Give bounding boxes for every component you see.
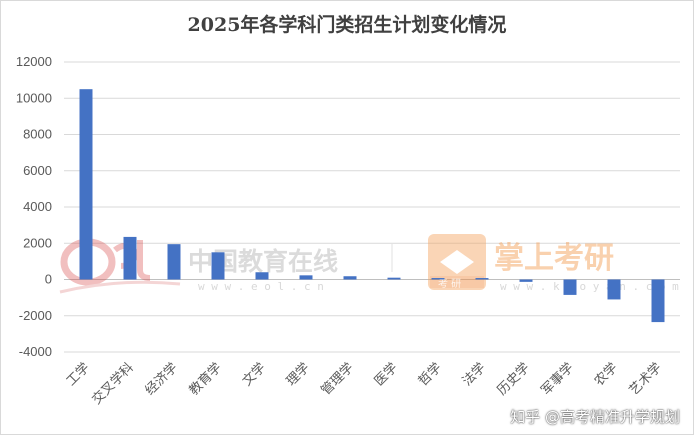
x-category-label: 军事学 <box>538 360 577 399</box>
x-category-label: 交叉学科 <box>89 360 137 408</box>
x-category-label: 管理学 <box>318 360 357 399</box>
x-category-label: 艺术学 <box>626 360 665 399</box>
bar-13 <box>607 279 621 300</box>
eol-watermark-name: 中国教育在线 <box>188 247 338 276</box>
y-tick-label: 0 <box>45 272 52 287</box>
x-category-label: 法学 <box>459 360 489 390</box>
y-axis-ticks: 12000 10000 8000 6000 4000 2000 0 -2000 -4000 <box>16 54 52 359</box>
bar-10 <box>475 278 489 280</box>
y-tick-label: 2000 <box>23 235 52 250</box>
x-category-label: 工学 <box>63 360 93 390</box>
gridlines <box>64 61 680 353</box>
chart-title: 2025年各学科门类招生计划变化情况 <box>187 14 507 36</box>
y-tick-label: -2000 <box>19 308 52 323</box>
x-category-label: 经济学 <box>142 360 181 399</box>
eol-watermark-url: w w w . e o l . c n <box>198 280 324 293</box>
bar-4 <box>211 252 225 280</box>
bar-11 <box>519 279 533 282</box>
x-category-label: 医学 <box>371 360 401 390</box>
credit-watermark: 知乎 @高考精准升学规划 <box>510 408 680 426</box>
x-category-label: 历史学 <box>494 360 533 399</box>
bars <box>79 89 665 323</box>
x-category-label: 理学 <box>283 360 313 390</box>
bar-14 <box>651 279 665 323</box>
y-tick-label: 10000 <box>16 90 52 105</box>
y-tick-label: 8000 <box>23 127 52 142</box>
y-tick-label: 12000 <box>16 54 52 69</box>
bar-5 <box>255 272 269 280</box>
eol-logo-icon <box>59 238 181 294</box>
bar-8 <box>387 277 401 280</box>
x-category-label: 文学 <box>239 360 269 390</box>
bar-3 <box>167 244 181 280</box>
kaoyan-watermark-url: w w w . k a o y a n . c o m <box>500 280 679 293</box>
kaoyan-watermark-name: 掌上考研 <box>494 241 614 276</box>
bar-12 <box>563 279 577 295</box>
bar-7 <box>343 276 357 280</box>
bar-9 <box>431 278 445 280</box>
kaoyan-watermark-badge: 考 研 <box>438 278 461 290</box>
x-category-label: 哲学 <box>415 360 445 390</box>
y-tick-label: 6000 <box>23 163 52 178</box>
x-category-label: 教育学 <box>186 360 225 399</box>
bar-1 <box>79 89 93 280</box>
bar-2 <box>123 236 137 280</box>
y-tick-label: 4000 <box>23 199 52 214</box>
y-tick-label: -4000 <box>19 344 52 359</box>
x-category-label: 农学 <box>591 360 621 390</box>
bar-6 <box>299 275 313 280</box>
